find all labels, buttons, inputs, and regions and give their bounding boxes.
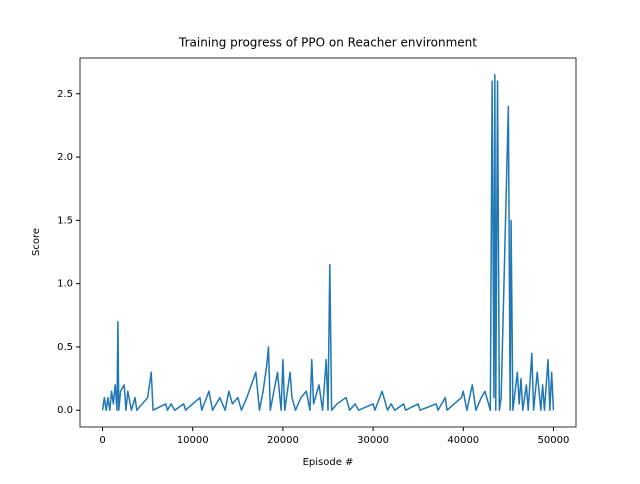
- y-tick-label: 2.5: [57, 89, 73, 100]
- x-tick-label: 30000: [357, 435, 389, 446]
- x-tick-label: 40000: [447, 435, 479, 446]
- y-tick-label: 1.0: [57, 279, 73, 290]
- x-axis-label: Episode #: [303, 457, 354, 468]
- line-series: [101, 74, 555, 411]
- y-tick-label: 1.5: [57, 215, 73, 226]
- x-tick-label: 0: [99, 435, 105, 446]
- y-tick-label: 0.5: [57, 342, 73, 353]
- y-tick-label: 0.0: [57, 405, 73, 416]
- chart-title: Training progress of PPO on Reacher envi…: [178, 36, 477, 50]
- y-tick-label: 2.0: [57, 152, 73, 163]
- x-tick-label: 50000: [538, 435, 570, 446]
- x-tick-label: 20000: [267, 435, 299, 446]
- y-axis-label: Score: [31, 228, 42, 256]
- axes-frame: [79, 57, 577, 428]
- x-tick-label: 10000: [177, 435, 209, 446]
